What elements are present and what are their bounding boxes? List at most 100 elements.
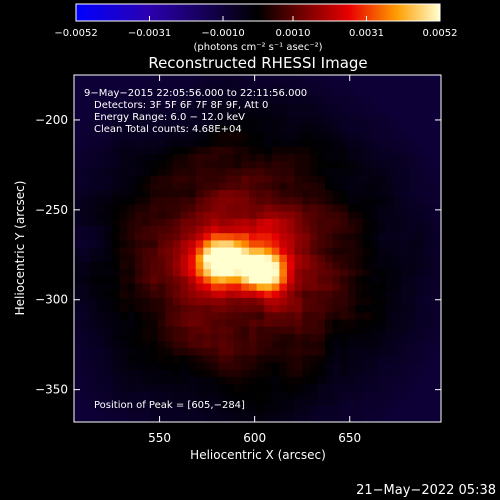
heatmap-cell xyxy=(81,341,90,349)
heatmap-cell xyxy=(309,132,318,141)
heatmap-cell xyxy=(286,89,296,98)
heatmap-cell xyxy=(378,391,387,400)
heatmap-cell xyxy=(89,391,98,400)
heatmap-cell xyxy=(226,247,235,256)
heatmap-cell xyxy=(378,75,387,83)
heatmap-cell xyxy=(385,175,395,184)
heatmap-cell xyxy=(150,333,159,342)
heatmap-cell xyxy=(172,103,182,112)
heatmap-cell xyxy=(393,297,402,306)
heatmap-cell xyxy=(150,405,159,414)
heatmap-cell xyxy=(393,305,402,313)
heatmap-cell xyxy=(157,118,166,126)
heatmap-cell xyxy=(150,384,159,393)
heatmap-cell xyxy=(233,413,242,421)
heatmap-cell xyxy=(340,326,349,335)
heatmap-cell xyxy=(309,218,318,227)
heatmap-cell xyxy=(112,96,121,105)
heatmap-cell xyxy=(385,355,395,364)
heatmap-cell xyxy=(241,110,250,119)
heatmap-cell xyxy=(302,168,311,177)
heatmap-cell xyxy=(408,103,417,112)
heatmap-cell xyxy=(423,247,433,256)
heatmap-cell xyxy=(226,168,235,177)
heatmap-cell xyxy=(423,118,433,126)
heatmap-cell xyxy=(286,305,296,313)
heatmap-cell xyxy=(74,326,83,335)
heatmap-cell xyxy=(385,218,395,227)
heatmap-cell xyxy=(226,283,235,292)
heatmap-cell xyxy=(317,319,326,328)
heatmap-cell xyxy=(423,305,433,313)
heatmap-cell xyxy=(241,254,250,263)
heatmap-cell xyxy=(439,197,441,206)
heatmap-cell xyxy=(241,132,250,141)
heatmap-cell xyxy=(96,391,106,400)
heatmap-cell xyxy=(188,154,197,162)
heatmap-cell xyxy=(226,75,235,83)
heatmap-cell xyxy=(127,398,136,407)
heatmap-cell xyxy=(317,132,326,141)
heatmap-cell xyxy=(89,233,98,242)
heatmap-cell xyxy=(393,384,402,393)
heatmap-cell xyxy=(256,103,265,112)
heatmap-cell xyxy=(423,377,433,385)
heatmap-cell xyxy=(180,146,189,155)
heatmap-cell xyxy=(74,319,83,328)
heatmap-cell xyxy=(378,369,387,378)
heatmap-cell xyxy=(74,168,83,177)
heatmap-cell xyxy=(401,283,410,292)
heatmap-cell xyxy=(203,190,212,198)
heatmap-cell xyxy=(355,110,364,119)
heatmap-cell xyxy=(218,261,227,270)
heatmap-cell xyxy=(89,175,98,184)
heatmap-cell xyxy=(104,197,113,206)
heatmap-cell xyxy=(218,348,227,357)
heatmap-cell xyxy=(195,110,204,119)
heatmap-cell xyxy=(431,197,440,206)
heatmap-cell xyxy=(142,283,151,292)
heatmap-cell xyxy=(127,290,136,299)
heatmap-cell xyxy=(248,110,258,119)
heatmap-cell xyxy=(294,118,303,126)
heatmap-cell xyxy=(355,146,364,155)
heatmap-cell xyxy=(340,398,349,407)
heatmap-cell xyxy=(81,218,90,227)
heatmap-cell xyxy=(172,348,182,357)
heatmap-cell xyxy=(142,405,151,414)
heatmap-cell xyxy=(401,96,410,105)
heatmap-cell xyxy=(408,377,417,385)
heatmap-cell xyxy=(195,82,204,90)
heatmap-cell xyxy=(203,276,212,285)
heatmap-cell xyxy=(355,125,364,134)
heatmap-cell xyxy=(431,398,440,407)
heatmap-cell xyxy=(271,211,280,220)
heatmap-cell xyxy=(355,420,364,422)
heatmap-cell xyxy=(241,413,250,421)
heatmap-cell xyxy=(294,333,303,342)
heatmap-cell xyxy=(431,384,440,393)
heatmap-cell xyxy=(347,182,357,191)
heatmap-cell xyxy=(226,254,235,263)
heatmap-cell xyxy=(340,413,349,421)
heatmap-cell xyxy=(302,110,311,119)
heatmap-cell xyxy=(393,377,402,385)
heatmap-cell xyxy=(393,218,402,227)
heatmap-cell xyxy=(347,312,357,321)
heatmap-cell xyxy=(218,190,227,198)
heatmap-cell xyxy=(416,139,425,148)
heatmap-cell xyxy=(355,369,364,378)
heatmap-cell xyxy=(347,125,357,134)
heatmap-cell xyxy=(134,132,144,141)
heatmap-cell xyxy=(385,103,395,112)
heatmap-cell xyxy=(180,348,189,357)
heatmap-cell xyxy=(408,305,417,313)
heatmap-cell xyxy=(119,391,128,400)
heatmap-cell xyxy=(74,269,83,277)
heatmap-cell xyxy=(165,398,174,407)
heatmap-cell xyxy=(264,405,273,414)
heatmap-cell xyxy=(294,154,303,162)
heatmap-cell xyxy=(264,146,273,155)
heatmap-cell xyxy=(134,190,144,198)
heatmap-cell xyxy=(271,283,280,292)
